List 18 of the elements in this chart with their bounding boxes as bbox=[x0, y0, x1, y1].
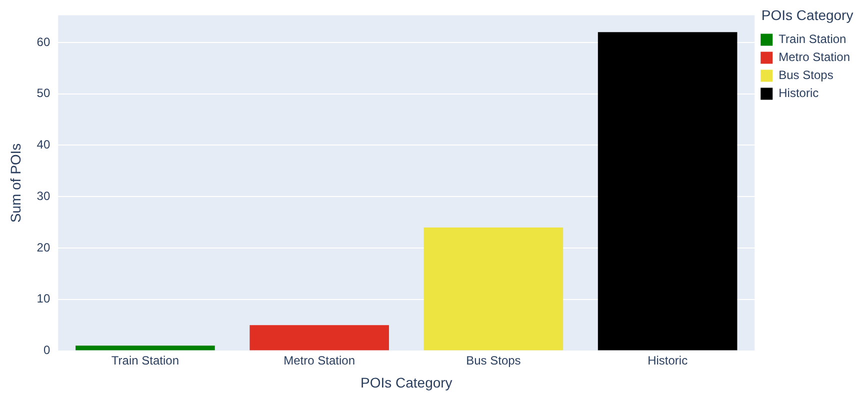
y-tick-label: 40 bbox=[36, 138, 50, 152]
x-tick-label: Bus Stops bbox=[466, 353, 521, 368]
legend-label: Metro Station bbox=[778, 50, 850, 64]
x-tick-label: Historic bbox=[648, 353, 688, 368]
y-tick-label: 0 bbox=[43, 343, 50, 358]
y-tick-label: 10 bbox=[36, 292, 50, 306]
y-tick-label: 30 bbox=[36, 188, 50, 203]
legend-label: Train Station bbox=[778, 32, 846, 46]
y-axis-title: Sum of POIs bbox=[7, 143, 24, 223]
legend-label: Bus Stops bbox=[778, 68, 834, 82]
legend-title: POIs Category bbox=[761, 6, 854, 23]
y-tick-label: 20 bbox=[36, 240, 50, 254]
x-axis-title: POIs Category bbox=[360, 374, 452, 390]
legend-label: Historic bbox=[778, 86, 819, 100]
x-tick-label: Metro Station bbox=[284, 353, 356, 368]
y-tick-label: 60 bbox=[36, 34, 50, 49]
x-tick-label: Train Station bbox=[111, 353, 180, 368]
y-tick-label: 50 bbox=[36, 86, 50, 100]
